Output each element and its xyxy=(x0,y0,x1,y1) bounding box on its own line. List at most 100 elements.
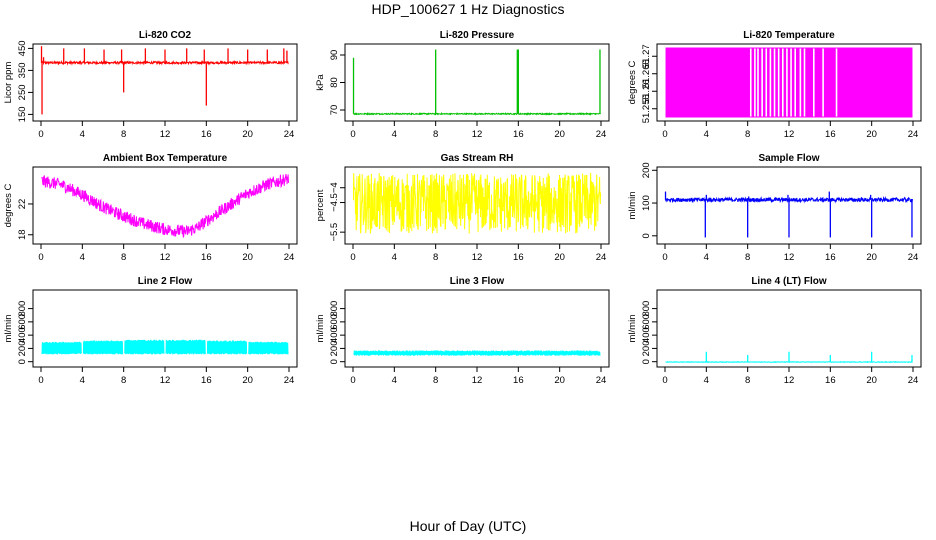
x-tick-label: 24 xyxy=(284,129,295,140)
series-segment xyxy=(206,340,248,355)
x-tick-label: 8 xyxy=(433,252,438,263)
y-tick-label: 600 xyxy=(17,314,28,330)
plot-title: Ambient Box Temperature xyxy=(103,153,228,164)
x-tick-label: 12 xyxy=(160,252,171,263)
x-tick-label: 24 xyxy=(596,252,607,263)
y-tick-label: 51.27 xyxy=(641,44,652,68)
x-tick-label: 20 xyxy=(554,252,565,263)
y-tick-label: 800 xyxy=(17,301,28,317)
y-axis-label: ml/min xyxy=(627,192,638,220)
y-axis-label: ml/min xyxy=(3,315,14,343)
x-tick-label: 12 xyxy=(160,375,171,386)
x-tick-label: 24 xyxy=(284,375,295,386)
x-tick-label: 8 xyxy=(121,129,126,140)
series-band xyxy=(665,47,913,118)
y-tick-label: 0 xyxy=(329,359,340,364)
x-tick-label: 0 xyxy=(350,129,355,140)
plot-frame xyxy=(344,43,610,122)
x-tick-label: 20 xyxy=(866,252,877,263)
x-tick-label: 12 xyxy=(472,375,483,386)
y-tick-label: 51.26 xyxy=(641,79,652,103)
y-tick-label: 0 xyxy=(641,233,652,238)
y-tick-label: 400 xyxy=(17,327,28,343)
y-tick-label: 0 xyxy=(641,359,652,364)
x-tick-label: 12 xyxy=(784,129,795,140)
y-tick-label: 150 xyxy=(17,106,28,122)
x-axis-label: Hour of Day (UTC) xyxy=(409,518,527,534)
x-tick-label: 4 xyxy=(80,375,85,386)
x-tick-label: 0 xyxy=(662,252,667,263)
y-tick-label: 70 xyxy=(329,105,340,116)
x-tick-label: 24 xyxy=(596,129,607,140)
x-tick-label: 0 xyxy=(662,375,667,386)
x-tick-label: 4 xyxy=(704,252,709,263)
plot-title: Li-820 Pressure xyxy=(440,30,515,41)
x-tick-label: 4 xyxy=(80,129,85,140)
plot-title: Sample Flow xyxy=(758,153,819,164)
x-tick-label: 20 xyxy=(554,129,565,140)
x-tick-label: 24 xyxy=(908,252,919,263)
x-tick-label: 16 xyxy=(513,375,524,386)
x-tick-label: 8 xyxy=(745,129,750,140)
x-tick-label: 16 xyxy=(825,252,836,263)
y-tick-label: 18 xyxy=(17,229,28,240)
x-tick-label: 4 xyxy=(392,252,397,263)
x-tick-label: 24 xyxy=(596,375,607,386)
x-tick-label: 8 xyxy=(745,375,750,386)
y-axis-label: ml/min xyxy=(315,315,326,343)
page-title: HDP_100627 1 Hz Diagnostics xyxy=(371,1,565,17)
y-tick-label: 200 xyxy=(641,162,652,178)
plot-title: Li-820 CO2 xyxy=(139,30,192,41)
series-segment xyxy=(248,341,289,355)
x-tick-label: 0 xyxy=(350,375,355,386)
plot-title: Line 2 Flow xyxy=(138,276,193,287)
x-tick-label: 0 xyxy=(38,252,43,263)
y-tick-label: 600 xyxy=(329,314,340,330)
x-tick-label: 0 xyxy=(350,252,355,263)
x-tick-label: 20 xyxy=(866,375,877,386)
y-axis-label: Licor ppm xyxy=(3,62,14,104)
x-tick-label: 24 xyxy=(284,252,295,263)
x-tick-label: 0 xyxy=(38,129,43,140)
x-tick-label: 16 xyxy=(513,252,524,263)
y-tick-label: 200 xyxy=(641,340,652,356)
y-tick-label: 600 xyxy=(641,314,652,330)
x-tick-label: 12 xyxy=(784,252,795,263)
y-tick-label: 90 xyxy=(329,50,340,61)
series-segment xyxy=(41,341,82,355)
x-tick-label: 24 xyxy=(908,375,919,386)
x-tick-label: 16 xyxy=(201,375,212,386)
x-tick-label: 4 xyxy=(392,375,397,386)
plot-title: Line 3 Flow xyxy=(450,276,505,287)
plot-title: Line 4 (LT) Flow xyxy=(751,276,827,287)
x-tick-label: 4 xyxy=(704,375,709,386)
x-tick-label: 16 xyxy=(513,129,524,140)
x-tick-label: 20 xyxy=(242,129,253,140)
x-tick-label: 16 xyxy=(201,129,212,140)
x-tick-label: 16 xyxy=(825,375,836,386)
y-tick-label: 200 xyxy=(329,340,340,356)
y-tick-label: −4.5 xyxy=(329,193,340,212)
x-tick-label: 4 xyxy=(392,129,397,140)
series-line xyxy=(353,172,601,234)
y-tick-label: 200 xyxy=(17,340,28,356)
y-axis-label: percent xyxy=(315,189,326,221)
x-tick-label: 8 xyxy=(745,252,750,263)
y-tick-label: 250 xyxy=(17,84,28,100)
y-axis-label: degrees C xyxy=(3,183,14,227)
series-segment xyxy=(82,340,124,355)
y-tick-label: 51.255 xyxy=(641,94,652,123)
x-tick-label: 24 xyxy=(908,129,919,140)
x-tick-label: 4 xyxy=(80,252,85,263)
x-tick-label: 20 xyxy=(242,252,253,263)
x-tick-label: 8 xyxy=(433,375,438,386)
series-line xyxy=(41,173,289,238)
y-tick-label: 350 xyxy=(17,62,28,78)
x-tick-label: 8 xyxy=(121,252,126,263)
y-tick-label: 800 xyxy=(641,301,652,317)
plot-title: Gas Stream RH xyxy=(441,153,514,164)
plot-frame xyxy=(32,289,298,368)
x-tick-label: 16 xyxy=(201,252,212,263)
x-tick-label: 20 xyxy=(866,129,877,140)
x-tick-label: 12 xyxy=(472,129,483,140)
